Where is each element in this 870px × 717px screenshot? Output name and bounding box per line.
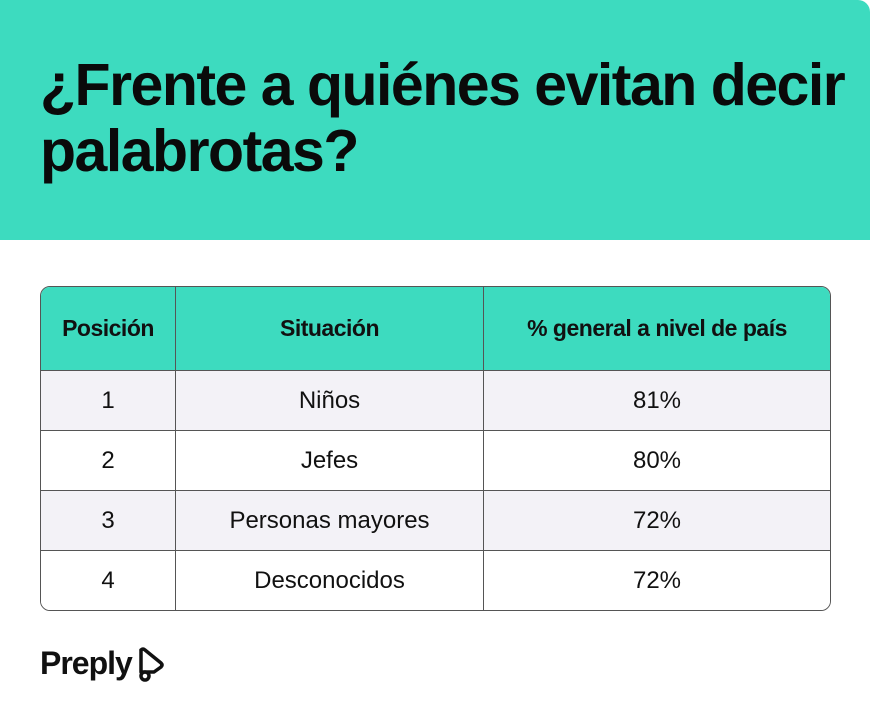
column-header-percent: % general a nivel de país (484, 287, 830, 371)
cell-position: 2 (41, 431, 176, 491)
table-row: 1 Niños 81% (41, 371, 830, 431)
cell-percent: 72% (484, 551, 830, 610)
cell-position: 1 (41, 371, 176, 431)
page-title: ¿Frente a quiénes evitan decir palabrota… (40, 52, 846, 184)
table-row: 3 Personas mayores 72% (41, 491, 830, 551)
column-header-position: Posición (41, 287, 176, 371)
cell-percent: 72% (484, 491, 830, 551)
data-table: Posición Situación % general a nivel de … (40, 286, 831, 611)
cell-situation: Jefes (176, 431, 484, 491)
table-header-row: Posición Situación % general a nivel de … (41, 287, 830, 371)
cell-position: 4 (41, 551, 176, 610)
cell-percent: 81% (484, 371, 830, 431)
cell-situation: Niños (176, 371, 484, 431)
cell-position: 3 (41, 491, 176, 551)
table-row: 4 Desconocidos 72% (41, 551, 830, 610)
cell-situation: Desconocidos (176, 551, 484, 610)
column-header-situation: Situación (176, 287, 484, 371)
preply-logo: Preply (40, 645, 166, 682)
table-row: 2 Jefes 80% (41, 431, 830, 491)
cell-situation: Personas mayores (176, 491, 484, 551)
preply-logo-icon (139, 646, 164, 682)
brand-name: Preply (40, 645, 133, 681)
header-banner: ¿Frente a quiénes evitan decir palabrota… (0, 0, 870, 240)
cell-percent: 80% (484, 431, 830, 491)
